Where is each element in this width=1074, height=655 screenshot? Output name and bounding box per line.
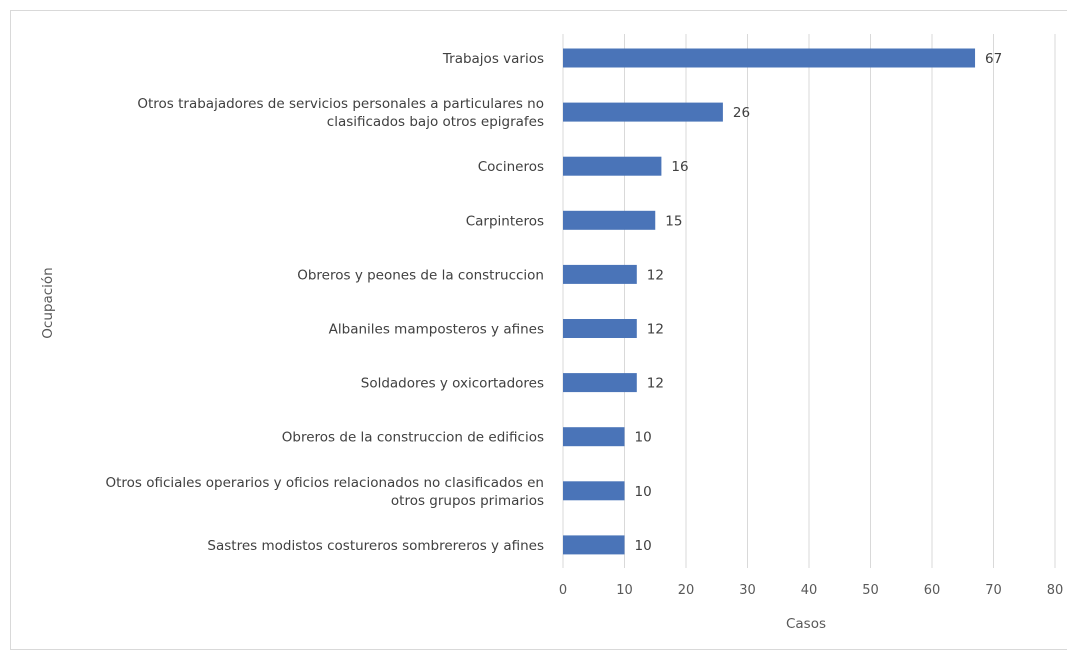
- category-label: otros grupos primarios: [391, 493, 544, 509]
- bar: [563, 319, 637, 338]
- data-label: 10: [635, 538, 652, 554]
- x-tick-label: 0: [559, 583, 567, 598]
- data-label: 12: [647, 322, 664, 338]
- x-axis-title: Casos: [786, 616, 826, 632]
- bar: [563, 373, 637, 393]
- category-label: Otros trabajadores de servicios personal…: [137, 96, 544, 112]
- category-label: Trabajos varios: [442, 51, 544, 67]
- data-label: 10: [635, 430, 652, 446]
- y-axis-title: Ocupación: [40, 267, 56, 338]
- data-label: 15: [665, 213, 682, 229]
- x-tick-label: 60: [924, 583, 941, 598]
- bars: [563, 48, 976, 555]
- category-label: Obreros y peones de la construccion: [297, 267, 544, 283]
- category-label: Obreros de la construccion de edificios: [282, 430, 544, 446]
- x-tick-label: 50: [862, 583, 879, 598]
- data-label: 12: [647, 376, 664, 392]
- x-tick-label: 20: [678, 583, 695, 598]
- data-label: 67: [985, 51, 1002, 67]
- data-label: 12: [647, 267, 664, 283]
- x-tick-label: 40: [801, 583, 818, 598]
- bar: [563, 156, 662, 176]
- x-tick-label: 30: [739, 583, 756, 598]
- x-tick-label: 70: [985, 583, 1002, 598]
- chart-frame: [10, 10, 1067, 650]
- category-label: Carpinteros: [466, 213, 544, 229]
- bar: [563, 264, 637, 284]
- labels: 0 10 20 30 40 50 60 70 80 67 Trabajos varios 26 Otro…: [105, 51, 1063, 598]
- bar: [563, 535, 625, 555]
- category-label: Sastres modistos costureros sombrereros …: [207, 538, 544, 554]
- x-tick-label: 10: [616, 583, 633, 598]
- data-label: 26: [733, 105, 750, 121]
- category-label: Otros oficiales operarios y oficios rela…: [105, 475, 544, 491]
- category-label: clasificados bajo otros epigrafes: [327, 114, 544, 130]
- bar: [563, 102, 723, 122]
- data-label: 16: [671, 159, 688, 175]
- category-label: Albaniles mamposteros y afines: [329, 322, 544, 338]
- bar: [563, 48, 976, 68]
- bar: [563, 481, 625, 501]
- category-label: Cocineros: [478, 159, 544, 175]
- gridlines: [562, 34, 1056, 568]
- x-tick-label: 80: [1047, 583, 1064, 598]
- category-label: Soldadores y oxicortadores: [361, 376, 544, 392]
- bar: [563, 210, 656, 230]
- bar: [563, 427, 625, 447]
- data-label: 10: [635, 484, 652, 500]
